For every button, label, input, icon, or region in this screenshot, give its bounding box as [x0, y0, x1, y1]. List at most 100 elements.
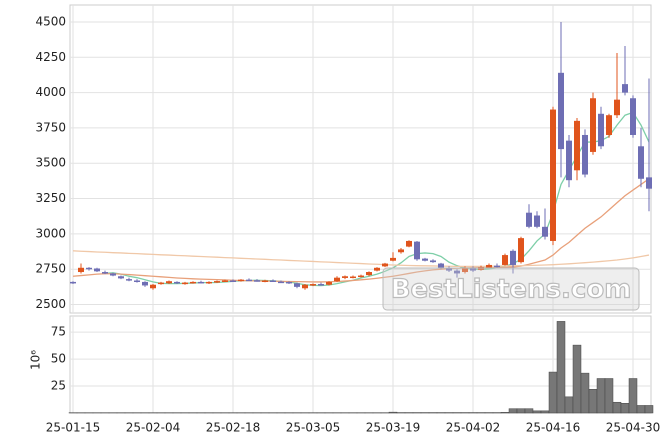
candle-body: [510, 250, 516, 265]
x-tick-label: 25-03-05: [286, 421, 340, 435]
candle-body: [118, 276, 124, 279]
y-tick-label: 3250: [35, 191, 66, 205]
volume-bar: [604, 378, 614, 414]
x-tick-label: 25-04-02: [446, 421, 500, 435]
candle-body: [574, 120, 580, 171]
volume-bar: [508, 408, 518, 414]
candle-body: [70, 281, 76, 284]
volume-bar: [540, 410, 550, 414]
candle-body: [438, 263, 444, 268]
volume-bar: [588, 389, 598, 414]
x-tick-label: 25-02-18: [206, 421, 260, 435]
y-tick-label: 75: [51, 325, 66, 339]
candle-body: [558, 72, 564, 150]
candle-body: [486, 264, 492, 268]
candle-body: [102, 272, 108, 274]
volume-bar: [500, 412, 510, 414]
volume-bar: [388, 411, 398, 414]
candle-body: [462, 267, 468, 273]
candle-body: [422, 258, 428, 261]
candle-body: [78, 267, 84, 273]
candle-body: [622, 84, 628, 93]
volume-bar: [612, 401, 622, 414]
watermark-box: [382, 267, 640, 311]
volume-bar: [532, 410, 542, 414]
moving-average-line: [72, 250, 650, 268]
candle-body: [134, 280, 140, 283]
candle-body: [262, 280, 268, 283]
candle-body: [630, 98, 636, 135]
candle-body: [110, 273, 116, 276]
candle-body: [174, 281, 180, 284]
volume-bar: [644, 405, 654, 414]
candle-body: [430, 260, 436, 263]
y-tick-label: 4250: [35, 50, 66, 64]
candle-body: [374, 267, 380, 271]
candle-body: [206, 281, 212, 284]
candle-body: [190, 281, 196, 284]
candle-body: [318, 284, 324, 286]
price-panel: [69, 4, 652, 314]
candle-body: [446, 267, 452, 271]
y-tick-label: 4500: [35, 14, 66, 28]
candle-body: [470, 267, 476, 271]
x-tick-label: 25-04-16: [526, 421, 580, 435]
candle-body: [382, 263, 388, 267]
x-tick-label: 25-03-19: [366, 421, 420, 435]
candle-body: [542, 226, 548, 237]
candle-body: [334, 277, 340, 282]
candle-body: [198, 281, 204, 284]
candle-body: [526, 212, 532, 227]
volume-bar: [628, 378, 638, 414]
y-tick-label: 3000: [35, 226, 66, 240]
candle-body: [182, 282, 188, 285]
x-tick-label: 25-04-30: [606, 421, 660, 435]
candle-body: [614, 99, 620, 116]
candle-body: [150, 284, 156, 289]
candle-body: [270, 280, 276, 283]
volume-bar: [620, 403, 630, 414]
candle-body: [310, 284, 316, 286]
candle-body: [230, 280, 236, 283]
candle-body: [286, 281, 292, 284]
candle-body: [222, 280, 228, 283]
candle-body: [606, 115, 612, 135]
candle-body: [454, 270, 460, 274]
candle-body: [302, 284, 308, 289]
candle-body: [238, 279, 244, 282]
candle-body: [638, 146, 644, 179]
candle-body: [326, 281, 332, 285]
watermark: BestListens.com: [391, 275, 632, 305]
candle-body: [550, 109, 556, 241]
candle-body: [566, 140, 572, 181]
y-tick-label: 50: [51, 352, 66, 366]
candle-body: [398, 249, 404, 253]
y-tick-label: 25: [51, 379, 66, 393]
volume-bar: [572, 344, 582, 414]
volume-bar: [596, 378, 606, 414]
volume-bar: [516, 408, 526, 414]
candle-body: [246, 279, 252, 282]
volume-bar: [524, 408, 534, 414]
volume-bar: [564, 396, 574, 414]
candle-body: [94, 268, 100, 272]
candle-body: [494, 265, 500, 268]
candle-body: [502, 255, 508, 265]
volume-bar: [548, 371, 558, 414]
candle-body: [166, 281, 172, 284]
candle-body: [126, 279, 132, 281]
candle-body: [342, 276, 348, 278]
y-tick-label: 2750: [35, 262, 66, 276]
candle-body: [366, 272, 372, 276]
x-tick-label: 25-02-04: [126, 421, 180, 435]
candle-body: [590, 98, 596, 152]
candle-body: [254, 280, 260, 282]
y-tick-label: 4000: [35, 85, 66, 99]
candle-body: [390, 257, 396, 261]
candle-body: [358, 275, 364, 278]
volume-bar: [556, 321, 566, 414]
candle-body: [582, 134, 588, 175]
volume-axis-label: 10⁶: [29, 350, 43, 370]
